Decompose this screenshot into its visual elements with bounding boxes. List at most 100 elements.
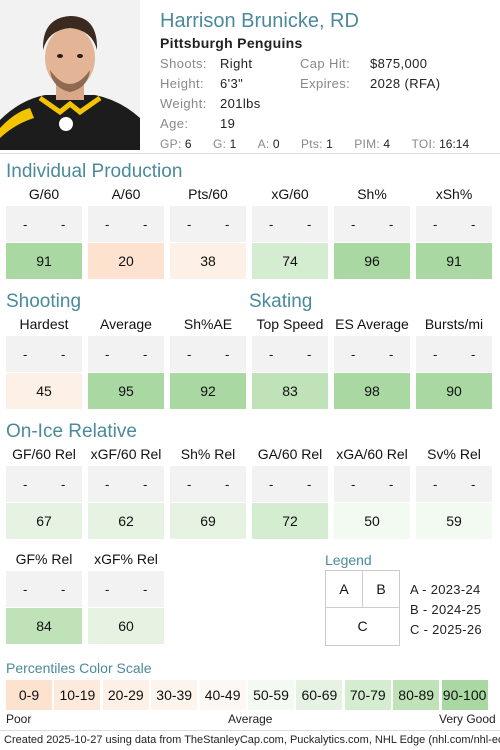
pts-value: 1 bbox=[326, 137, 333, 151]
shooting-stat-2-season-a: - bbox=[105, 347, 110, 362]
a-value: 0 bbox=[272, 137, 280, 151]
production-stat-1-season-b: - bbox=[61, 217, 66, 232]
scale-cell-4: 30-39 bbox=[151, 680, 198, 710]
skating-stat-3-prior-seasons: -- bbox=[416, 336, 492, 372]
skating-stat-2-current-percentile: 98 bbox=[334, 373, 410, 409]
shoots-label: Shoots: bbox=[160, 56, 207, 71]
age-label: Age: bbox=[160, 116, 189, 131]
production-stat-6-season-a: - bbox=[433, 217, 438, 232]
scale-cell-8: 70-79 bbox=[344, 680, 391, 710]
shooting-stat-2-current-percentile: 95 bbox=[88, 373, 164, 409]
on-ice-stat-4-header: GA/60 Rel bbox=[257, 446, 323, 462]
scale-cell-1: 0-9 bbox=[6, 680, 52, 710]
on-ice-stat-4-season-b: - bbox=[307, 477, 312, 492]
on-ice-stat-6-prior-seasons: -- bbox=[416, 466, 492, 502]
on-ice-stat-5-season-a: - bbox=[351, 477, 356, 492]
skating-stat-1-prior-seasons: -- bbox=[252, 336, 328, 372]
toi-value: 16:14 bbox=[439, 137, 470, 151]
production-stat-4-season-a: - bbox=[269, 217, 274, 232]
on-ice-stat-2-prior-seasons: -- bbox=[88, 466, 164, 502]
scale-cell-3: 20-29 bbox=[102, 680, 149, 710]
toi-label: TOI: bbox=[411, 137, 436, 151]
production-stat-3-prior-seasons: -- bbox=[170, 206, 246, 242]
production-stat-3-season-b: - bbox=[225, 217, 230, 232]
on-ice-stat-1-season-a: - bbox=[23, 477, 28, 492]
on-ice-pct-stat-2-season-a: - bbox=[105, 582, 110, 597]
legend-entry-c: C - 2025-26 bbox=[410, 622, 482, 637]
on-ice-pct-stat-2-season-b: - bbox=[143, 582, 148, 597]
production-stat-5-current-percentile: 96 bbox=[334, 243, 410, 279]
shooting-stat-3-season-a: - bbox=[187, 347, 192, 362]
production-stat-1-current-percentile: 91 bbox=[6, 243, 82, 279]
skating-stat-1-current-percentile: 83 bbox=[252, 373, 328, 409]
scale-cell-10: 90-100 bbox=[441, 680, 488, 710]
shooting-stat-1-season-a: - bbox=[23, 347, 28, 362]
production-stat-3-header: Pts/60 bbox=[188, 186, 228, 202]
legend-title: Legend bbox=[325, 552, 372, 568]
on-ice-stat-6-current-percentile: 59 bbox=[416, 503, 492, 539]
on-ice-stat-1-current-percentile: 67 bbox=[6, 503, 82, 539]
on-ice-stat-6-season-a: - bbox=[433, 477, 438, 492]
player-photo bbox=[0, 0, 140, 150]
footer-credits: Created 2025-10-27 using data from TheSt… bbox=[4, 734, 500, 746]
legend-box-a: A bbox=[325, 570, 363, 608]
g-label: G: bbox=[212, 137, 227, 151]
production-stat-4-season-b: - bbox=[307, 217, 312, 232]
on-ice-stat-3-current-percentile: 69 bbox=[170, 503, 246, 539]
scale-average-label: Average bbox=[228, 712, 273, 726]
height-value: 6'3" bbox=[220, 76, 244, 91]
legend-box-c: C bbox=[325, 607, 400, 646]
production-stat-3-current-percentile: 38 bbox=[170, 243, 246, 279]
on-ice-pct-stat-1-season-a: - bbox=[23, 582, 28, 597]
production-stat-5-season-b: - bbox=[389, 217, 394, 232]
on-ice-stat-4-prior-seasons: -- bbox=[252, 466, 328, 502]
production-stat-6-prior-seasons: -- bbox=[416, 206, 492, 242]
skating-stat-2-header: ES Average bbox=[335, 316, 409, 332]
on-ice-stat-3-prior-seasons: -- bbox=[170, 466, 246, 502]
player-name: Harrison Brunicke, RD bbox=[160, 10, 359, 32]
header-divider bbox=[0, 153, 500, 154]
legend-entry-b: B - 2024-25 bbox=[410, 602, 482, 617]
on-ice-stat-5-current-percentile: 50 bbox=[334, 503, 410, 539]
on-ice-pct-stat-1-header: GF% Rel bbox=[15, 551, 73, 567]
weight-label: Weight: bbox=[160, 96, 207, 111]
shooting-stat-3-season-b: - bbox=[225, 347, 230, 362]
shoots-value: Right bbox=[220, 56, 253, 71]
on-ice-stat-5-header: xGA/60 Rel bbox=[336, 446, 408, 462]
skating-stat-3-season-a: - bbox=[433, 347, 438, 362]
shooting-stat-3-current-percentile: 92 bbox=[170, 373, 246, 409]
on-ice-stat-5-season-b: - bbox=[389, 477, 394, 492]
player-header: Harrison Brunicke, RD Pittsburgh Penguin… bbox=[0, 0, 500, 151]
shooting-stat-1-prior-seasons: -- bbox=[6, 336, 82, 372]
shooting-stat-1-season-b: - bbox=[61, 347, 66, 362]
production-stat-1-header: G/60 bbox=[28, 186, 60, 202]
expires-value: 2028 (RFA) bbox=[370, 76, 441, 91]
shooting-stat-3-header: Sh%AE bbox=[183, 316, 233, 332]
skating-stat-3-current-percentile: 90 bbox=[416, 373, 492, 409]
on-ice-stat-2-header: xGF/60 Rel bbox=[90, 446, 162, 462]
legend-box-b: B bbox=[362, 570, 400, 608]
on-ice-pct-stat-1-current-percentile: 84 bbox=[6, 608, 82, 644]
production-stat-4-current-percentile: 74 bbox=[252, 243, 328, 279]
scale-poor-label: Poor bbox=[6, 712, 32, 726]
production-stat-3-season-a: - bbox=[187, 217, 192, 232]
shooting-stat-2-season-b: - bbox=[143, 347, 148, 362]
color-scale-title: Percentiles Color Scale bbox=[6, 660, 152, 676]
skating-stat-3-header: Bursts/mi bbox=[424, 316, 484, 332]
production-stat-1-season-a: - bbox=[23, 217, 28, 232]
on-ice-pct-stat-1-season-b: - bbox=[61, 582, 66, 597]
on-ice-pct-stat-2-current-percentile: 60 bbox=[88, 608, 164, 644]
skating-stat-3-season-b: - bbox=[471, 347, 476, 362]
scale-cell-5: 40-49 bbox=[199, 680, 246, 710]
skating-stat-2-season-b: - bbox=[389, 347, 394, 362]
pim-value: 4 bbox=[383, 137, 391, 151]
scale-very-good-label: Very Good bbox=[439, 712, 496, 726]
skating-stat-2-season-a: - bbox=[351, 347, 356, 362]
gp-label: GP: bbox=[160, 137, 182, 151]
on-ice-pct-stat-2-header: xGF% Rel bbox=[94, 551, 158, 567]
production-stat-2-season-b: - bbox=[143, 217, 148, 232]
weight-value: 201lbs bbox=[220, 96, 261, 111]
pts-label: Pts: bbox=[300, 137, 323, 151]
on-ice-stat-4-season-a: - bbox=[269, 477, 274, 492]
on-ice-stat-2-season-b: - bbox=[143, 477, 148, 492]
